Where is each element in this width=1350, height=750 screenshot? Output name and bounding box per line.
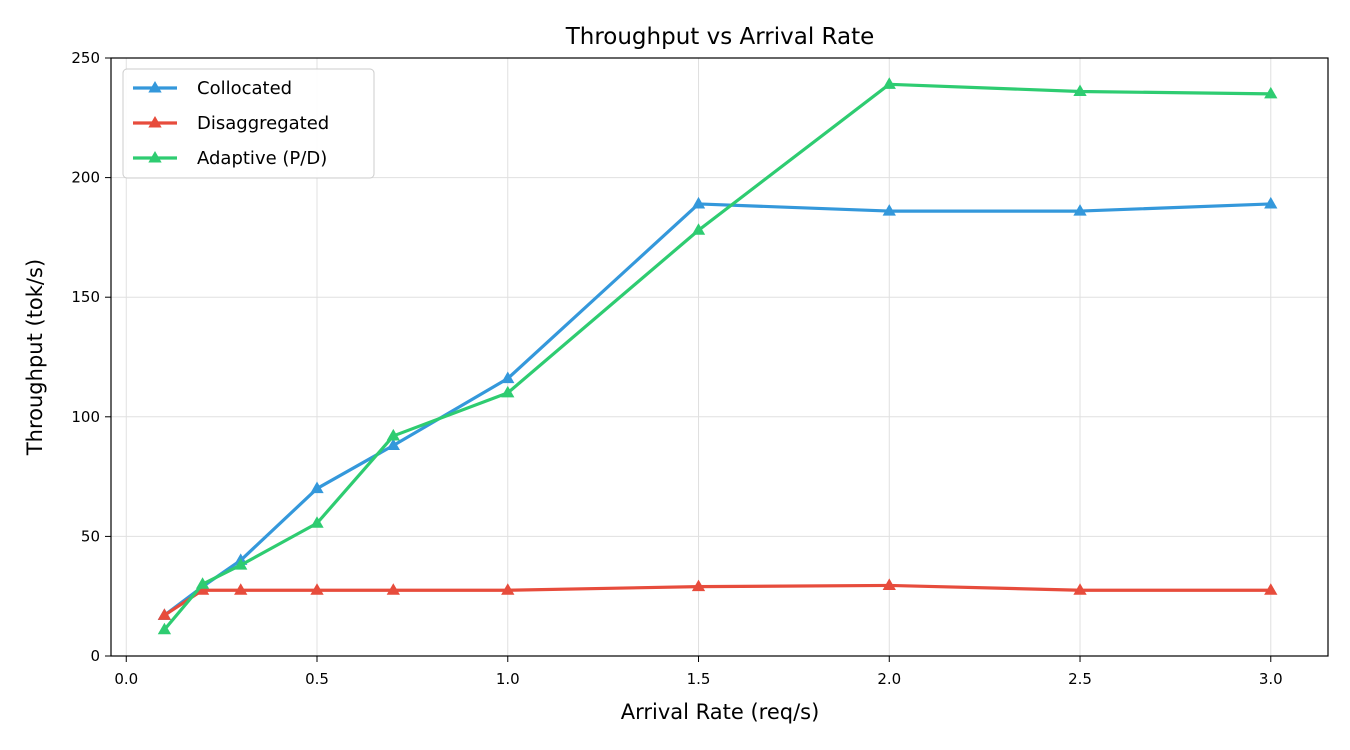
series-layer	[157, 77, 1278, 635]
data-point-collocated	[1264, 196, 1278, 209]
data-point-collocated	[386, 438, 400, 451]
data-point-collocated	[310, 481, 324, 494]
legend-label: Collocated	[197, 78, 292, 99]
data-point-disaggregated	[310, 583, 324, 595]
y-tick-label: 0	[90, 647, 100, 665]
data-point-disaggregated	[882, 578, 896, 590]
data-point-disaggregated	[1073, 583, 1087, 595]
data-point-adaptive-p-d	[234, 558, 248, 570]
y-tick-label: 50	[81, 527, 100, 545]
data-point-adaptive-p-d	[501, 385, 515, 398]
data-point-collocated	[1073, 204, 1087, 216]
plot-frame	[110, 57, 1329, 657]
data-point-collocated	[501, 371, 515, 384]
legend: Collocated Disaggregated Adaptive (P/D)	[122, 68, 375, 179]
series-line-disaggregated	[163, 583, 1271, 617]
data-point-disaggregated	[386, 583, 400, 595]
x-tick-label: 0.0	[114, 670, 138, 688]
legend-swatch-marker	[148, 81, 162, 93]
series-line-adaptive-p-d	[163, 82, 1271, 631]
data-point-adaptive-p-d	[1073, 84, 1087, 97]
data-point-adaptive-p-d	[882, 77, 896, 89]
data-point-disaggregated	[1264, 583, 1278, 595]
y-axis-ticks: 0 50 100 150 200 250	[71, 49, 111, 665]
legend-label: Adaptive (P/D)	[197, 148, 327, 169]
series-disaggregated	[157, 578, 1278, 620]
data-point-disaggregated	[234, 583, 248, 595]
data-point-adaptive-p-d	[691, 223, 706, 235]
data-point-adaptive-p-d	[310, 516, 324, 528]
series-adaptive-p-d	[157, 77, 1278, 635]
legend-item-disaggregated: Disaggregated	[133, 113, 329, 134]
x-tick-label: 2.0	[877, 670, 901, 688]
data-point-collocated	[882, 204, 896, 216]
legend-label: Disaggregated	[197, 113, 329, 134]
y-tick-label: 150	[71, 288, 100, 306]
legend-swatch-marker	[148, 116, 162, 128]
x-axis-ticks: 0.0 0.5 1.0 1.5 2.0 2.5 3.0	[114, 656, 1283, 688]
x-tick-label: 3.0	[1259, 670, 1283, 688]
data-point-adaptive-p-d	[157, 622, 172, 635]
legend-box	[122, 68, 375, 179]
x-axis-title: Arrival Rate (req/s)	[621, 700, 820, 724]
x-tick-label: 0.5	[305, 670, 329, 688]
data-point-adaptive-p-d	[1264, 86, 1278, 99]
y-tick-label: 100	[71, 408, 100, 426]
data-point-disaggregated	[691, 579, 706, 592]
data-point-disaggregated	[501, 583, 515, 595]
x-tick-label: 2.5	[1068, 670, 1092, 688]
data-point-adaptive-p-d	[386, 428, 400, 441]
x-tick-label: 1.0	[496, 670, 520, 688]
chart-title: Throughput vs Arrival Rate	[565, 24, 875, 50]
y-axis-title: Throughput (tok/s)	[23, 259, 47, 456]
data-point-adaptive-p-d	[195, 577, 210, 589]
y-tick-label: 250	[71, 49, 100, 67]
data-point-disaggregated	[195, 583, 210, 595]
legend-item-adaptive-p-d: Adaptive (P/D)	[133, 148, 327, 169]
legend-item-collocated: Collocated	[133, 78, 292, 99]
y-tick-label: 200	[71, 169, 100, 187]
data-point-disaggregated	[157, 608, 172, 620]
data-point-collocated	[691, 196, 706, 209]
legend-swatch-marker	[148, 151, 162, 163]
x-tick-label: 1.5	[687, 670, 711, 688]
